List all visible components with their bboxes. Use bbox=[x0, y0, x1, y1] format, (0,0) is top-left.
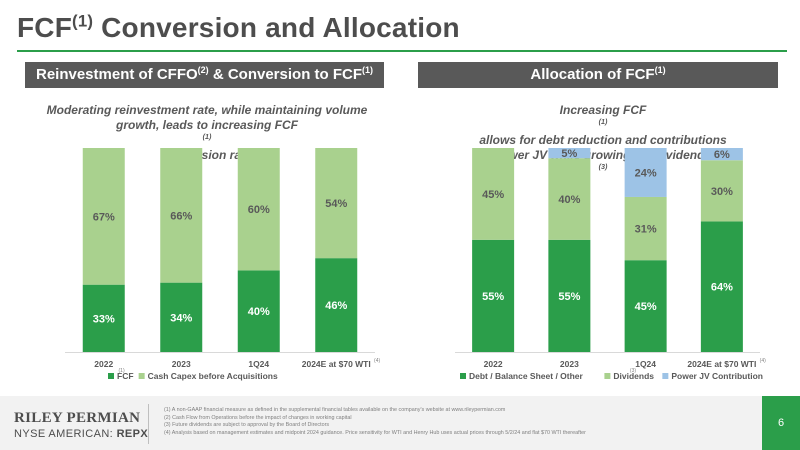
legend-footnote: (1) bbox=[119, 368, 125, 374]
data-label: 24% bbox=[635, 167, 657, 179]
data-label: 31% bbox=[635, 224, 657, 236]
bar-segment bbox=[160, 282, 203, 352]
tick-footnote: (4) bbox=[374, 358, 380, 364]
data-label: 34% bbox=[170, 312, 192, 324]
data-label: 67% bbox=[93, 211, 115, 223]
bar-segment bbox=[548, 158, 591, 240]
data-label: 6% bbox=[714, 149, 730, 161]
x-tick-label: 2023 bbox=[560, 359, 579, 369]
legend-swatch bbox=[108, 373, 114, 379]
data-label: 33% bbox=[93, 313, 115, 325]
bar-segment bbox=[237, 270, 280, 352]
x-tick-label: 2024E at $70 WTI bbox=[687, 359, 756, 369]
data-label: 5% bbox=[561, 148, 577, 160]
legend-label: Cash Capex before Acquisitions bbox=[148, 371, 278, 381]
x-tick-label: 1Q24 bbox=[635, 359, 656, 369]
data-label: 30% bbox=[711, 186, 733, 198]
bar-segment bbox=[624, 148, 667, 197]
page-title: FCF(1) Conversion and Allocation bbox=[17, 11, 460, 43]
footnote: (4) Analysis based on management estimat… bbox=[164, 429, 586, 436]
tick-footnote: (4) bbox=[760, 358, 766, 364]
charts-canvas: 33% 67% 2022 34% 66% 2023 40% 60% 1Q24 46% 54% 2024… bbox=[65, 148, 766, 381]
data-label: 45% bbox=[482, 189, 504, 201]
legend-label: Power JV Contribution bbox=[671, 371, 763, 381]
footer-divider bbox=[148, 404, 149, 444]
x-tick-label: 1Q24 bbox=[248, 359, 269, 369]
data-label: 46% bbox=[325, 300, 347, 312]
bar-segment bbox=[82, 148, 125, 285]
footnote: (3) Future dividends are subject to appr… bbox=[164, 422, 330, 429]
data-label: 55% bbox=[558, 291, 580, 303]
legend-swatch bbox=[662, 373, 669, 379]
bar-segment bbox=[700, 148, 743, 161]
data-label: 40% bbox=[248, 306, 270, 318]
bar-segment bbox=[160, 148, 203, 283]
bar-segment bbox=[700, 160, 743, 222]
bar-segment bbox=[700, 221, 743, 352]
data-label: 66% bbox=[170, 210, 192, 222]
x-tick-label: 2022 bbox=[484, 359, 503, 369]
right-panel-header: Allocation of FCF(1) bbox=[418, 62, 778, 88]
data-label: 64% bbox=[711, 282, 733, 294]
bar-segment bbox=[548, 239, 591, 352]
data-label: 45% bbox=[635, 301, 657, 313]
title-rule bbox=[17, 50, 787, 52]
legend-swatch bbox=[604, 373, 611, 379]
bar-segment bbox=[548, 148, 591, 159]
data-label: 55% bbox=[482, 291, 504, 303]
bar-segment bbox=[624, 260, 667, 352]
legend-swatch bbox=[138, 373, 145, 379]
footnote: (1) A non-GAAP financial measure as defi… bbox=[164, 407, 506, 413]
legend-swatch bbox=[460, 373, 466, 379]
legend-label: Dividends bbox=[613, 371, 654, 381]
bar-segment bbox=[472, 239, 515, 352]
legend-label: Debt / Balance Sheet / Other bbox=[469, 371, 584, 381]
x-tick-label: 2023 bbox=[172, 359, 191, 369]
company-logo-text: RILEY PERMIAN bbox=[14, 410, 141, 426]
legend-footnote: (3) bbox=[630, 368, 636, 374]
x-tick-label: 2024E at $70 WTI bbox=[302, 359, 371, 369]
data-label: 40% bbox=[558, 194, 580, 206]
bar-segment bbox=[237, 148, 280, 271]
exchange-ticker: NYSE AMERICAN: REPX bbox=[14, 428, 149, 440]
page-number: 6 bbox=[762, 396, 800, 450]
data-label: 60% bbox=[248, 204, 270, 216]
bar-segment bbox=[82, 284, 125, 352]
data-label: 54% bbox=[325, 198, 347, 210]
bar-segment bbox=[472, 148, 515, 240]
bar-segment bbox=[624, 196, 667, 261]
footer-bar bbox=[0, 396, 800, 450]
footnotes: (1) A non-GAAP financial measure as defi… bbox=[164, 407, 586, 437]
footnote: (2) Cash Flow from Operations before the… bbox=[164, 414, 352, 421]
bar-segment bbox=[315, 258, 358, 352]
bar-segment bbox=[315, 148, 358, 259]
left-panel-header: Reinvestment of CFFO(2) & Conversion to … bbox=[25, 62, 384, 88]
legend-label: FCF bbox=[117, 371, 134, 381]
x-tick-label: 2022 bbox=[94, 359, 113, 369]
